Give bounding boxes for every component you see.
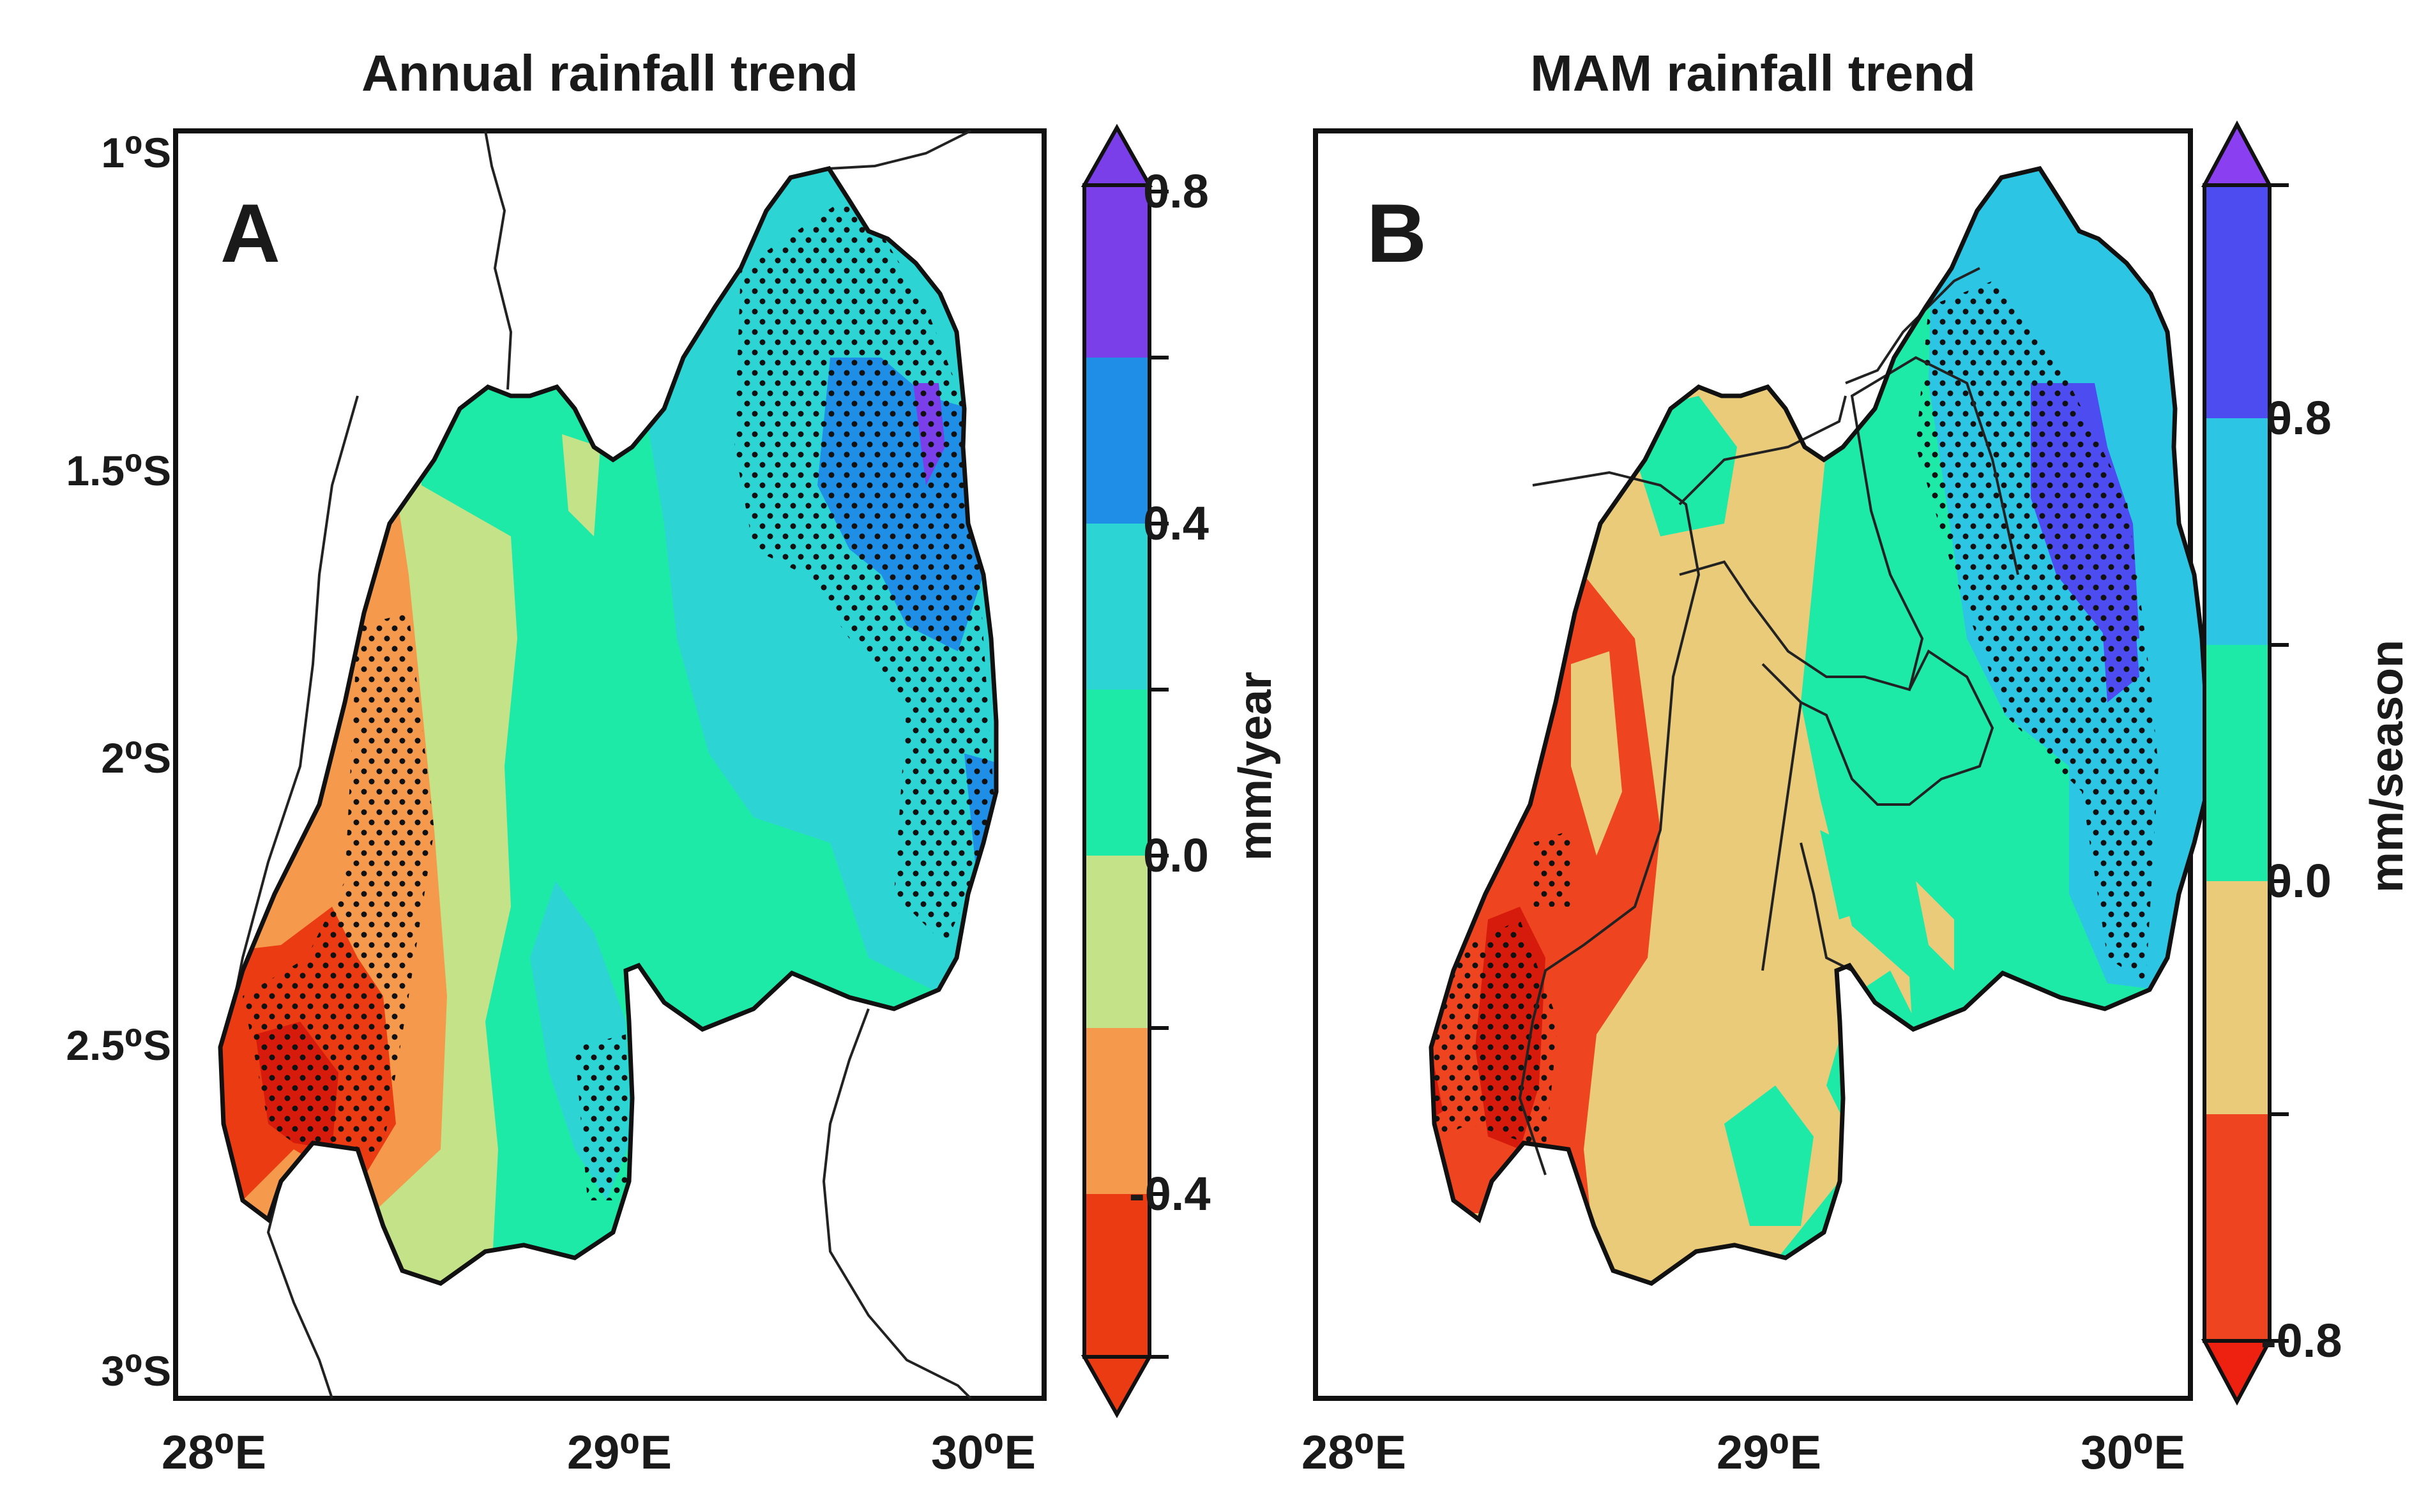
colorbar-a-segment xyxy=(1084,358,1149,524)
panel-a-rwanda-outline xyxy=(218,166,999,1286)
colorbar-b-top-triangle xyxy=(2201,120,2273,187)
colorbar-a-label: 0.4 xyxy=(1143,497,1209,550)
colorbar-a-segment xyxy=(1084,524,1149,690)
panel-a-title: Annual rainfall trend xyxy=(361,45,858,102)
x-tick-label: 30⁰E xyxy=(2081,1426,2185,1479)
colorbar-a-segment xyxy=(1084,856,1149,1028)
colorbar-b-unit: mm/season xyxy=(2362,640,2413,893)
panel-a-x-ticks: 28⁰E 29⁰E 30⁰E xyxy=(162,1426,1036,1479)
colorbar-b-frame xyxy=(2203,183,2272,1343)
panel-b-rwanda-outline xyxy=(1429,166,2210,1286)
panel-a-country-borders xyxy=(229,130,972,1400)
x-tick-label: 28⁰E xyxy=(162,1426,266,1479)
panel-b-colorbar: 0.8 0.0 -0.8 mm/season xyxy=(2201,120,2413,1406)
x-tick-label: 28⁰E xyxy=(1301,1426,1406,1479)
colorbar-a-segment xyxy=(1084,185,1149,358)
colorbar-a-top-triangle xyxy=(1081,123,1153,187)
y-tick-label: 2.5⁰S xyxy=(66,1022,171,1069)
panel-b: MAM rainfall trend xyxy=(1301,45,2413,1479)
panel-a-colorbar: 0.8 0.4 0.0 -0.4 mm/year xyxy=(1081,123,1281,1419)
colorbar-b-segment xyxy=(2204,645,2270,881)
x-tick-label: 30⁰E xyxy=(931,1426,1036,1479)
x-tick-label: 29⁰E xyxy=(567,1426,672,1479)
colorbar-b-bottom-triangle xyxy=(2201,1339,2273,1406)
colorbar-a-frame xyxy=(1082,183,1151,1359)
colorbar-a-label: 0.0 xyxy=(1143,829,1209,882)
colorbar-b-segment xyxy=(2204,185,2270,418)
colorbar-a-segment xyxy=(1084,1194,1149,1357)
y-tick-label: 3⁰S xyxy=(101,1347,171,1395)
y-tick-label: 2⁰S xyxy=(101,734,171,782)
y-tick-label: 1⁰S xyxy=(101,129,171,176)
panel-b-letter: B xyxy=(1367,186,1427,280)
colorbar-b-segment xyxy=(2204,881,2270,1114)
colorbar-b-ticks xyxy=(2270,183,2289,1343)
colorbar-a-label: 0.8 xyxy=(1143,165,1209,218)
colorbar-b-label: 0.8 xyxy=(2266,391,2332,444)
colorbar-a-bottom-triangle xyxy=(1081,1355,1153,1419)
y-tick-label: 1.5⁰S xyxy=(66,447,171,494)
colorbar-a-label: -0.4 xyxy=(1129,1167,1211,1220)
colorbar-b-label: 0.0 xyxy=(2266,854,2332,907)
colorbar-a-unit: mm/year xyxy=(1230,672,1281,861)
colorbar-a-ticks xyxy=(1149,190,1169,1359)
colorbar-b-segment xyxy=(2204,1114,2270,1341)
panel-a-y-ticks: 1⁰S 1.5⁰S 2⁰S 2.5⁰S 3⁰S xyxy=(66,129,171,1395)
panel-b-title: MAM rainfall trend xyxy=(1530,45,1976,102)
colorbar-a-segment xyxy=(1084,1028,1149,1194)
colorbar-b-label: -0.8 xyxy=(2261,1314,2342,1367)
colorbar-b-segment xyxy=(2204,418,2270,645)
colorbar-a-segment xyxy=(1084,690,1149,856)
panel-a: Annual rainfall trend xyxy=(66,45,1281,1479)
panel-b-x-ticks: 28⁰E 29⁰E 30⁰E xyxy=(1301,1426,2185,1479)
x-tick-label: 29⁰E xyxy=(1717,1426,1821,1479)
panel-a-letter: A xyxy=(220,186,280,280)
